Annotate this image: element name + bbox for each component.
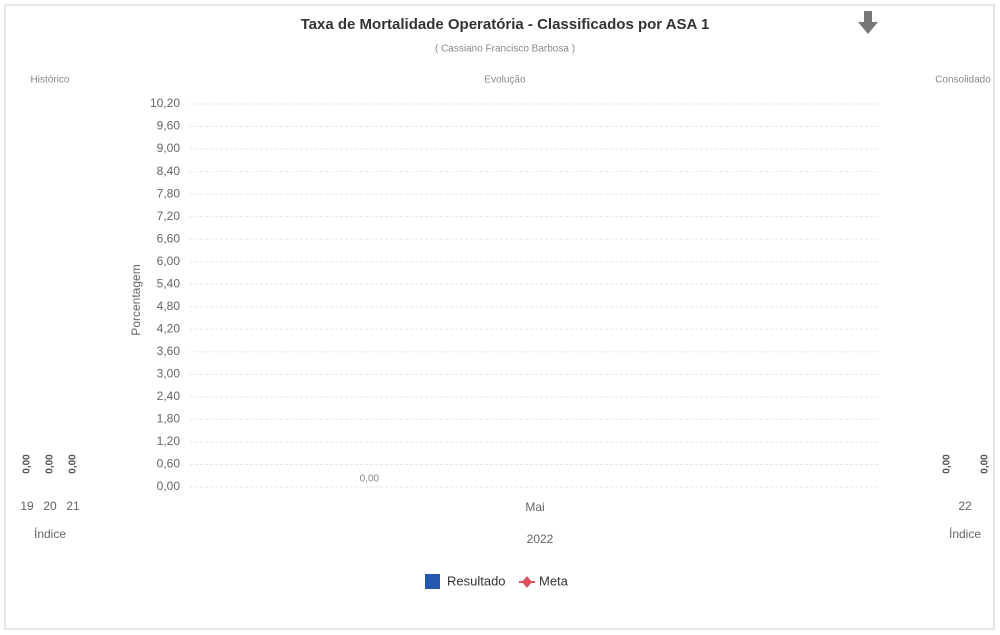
- x-tick-label: 21: [66, 499, 80, 513]
- x-tick-label: 19: [20, 499, 34, 513]
- legend-label[interactable]: Resultado: [447, 573, 506, 588]
- y-tick-label: 9,60: [157, 119, 181, 133]
- download-button[interactable]: [858, 11, 878, 34]
- y-tick-label: 3,60: [157, 344, 181, 358]
- y-tick-label: 0,60: [157, 457, 181, 471]
- y-tick-label: 5,40: [157, 276, 181, 290]
- x-tick-label: Mai: [525, 500, 544, 514]
- y-axis-label: Porcentagem: [129, 264, 143, 335]
- x-axis-label: Índice: [949, 526, 981, 541]
- data-label: 0,00: [68, 454, 79, 474]
- chart-subtitle: ( Cassiano Francisco Barbosa ): [435, 44, 575, 55]
- y-tick-label: 4,80: [157, 299, 181, 313]
- panel-title: Evolução: [484, 75, 526, 86]
- data-label: 0,00: [45, 454, 56, 474]
- data-label: 0,00: [360, 474, 380, 485]
- data-label: 0,00: [942, 454, 953, 474]
- legend-swatch[interactable]: [425, 574, 440, 589]
- y-tick-label: 7,80: [157, 186, 181, 200]
- legend-swatch[interactable]: [522, 576, 532, 588]
- y-tick-label: 8,40: [157, 164, 181, 178]
- x-tick-label: 22: [958, 499, 972, 513]
- y-tick-label: 10,20: [150, 96, 180, 110]
- y-tick-label: 2,40: [157, 389, 181, 403]
- panel-title: Consolidado: [935, 75, 991, 86]
- x-axis-label: 2022: [527, 532, 554, 546]
- y-tick-label: 1,80: [157, 412, 181, 426]
- panel-border: [4, 4, 995, 630]
- y-tick-label: 9,00: [157, 141, 181, 155]
- y-tick-label: 3,00: [157, 367, 181, 381]
- y-tick-label: 4,20: [157, 321, 181, 335]
- data-label: 0,00: [980, 454, 991, 474]
- x-axis-label: Índice: [34, 526, 66, 541]
- x-tick-label: 20: [43, 499, 57, 513]
- panel-title: Histórico: [31, 75, 70, 86]
- legend-label[interactable]: Meta: [539, 573, 569, 588]
- y-tick-label: 1,20: [157, 434, 181, 448]
- y-tick-label: 6,00: [157, 254, 181, 268]
- chart-title: Taxa de Mortalidade Operatória - Classif…: [301, 16, 710, 33]
- y-tick-label: 6,60: [157, 231, 181, 245]
- y-tick-label: 7,20: [157, 209, 181, 223]
- data-label: 0,00: [22, 454, 33, 474]
- y-tick-label: 0,00: [157, 479, 181, 493]
